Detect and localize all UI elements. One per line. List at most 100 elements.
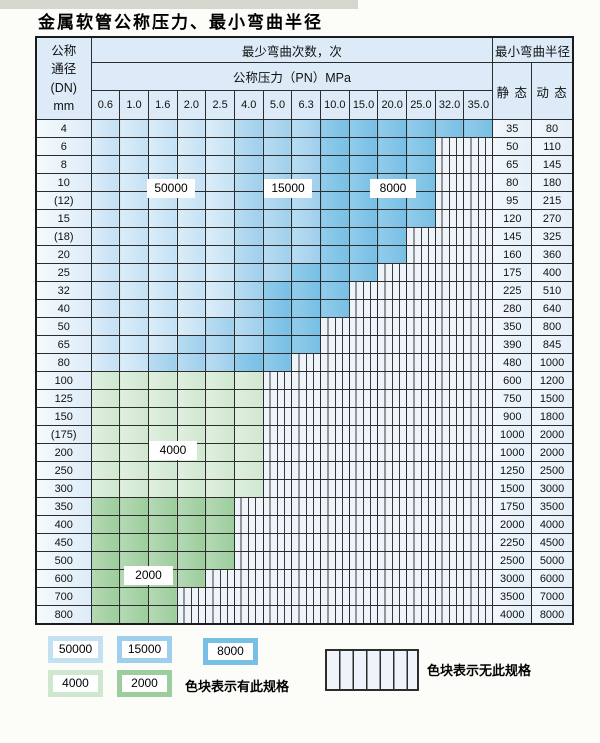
spec-cell (90, 191, 121, 210)
spec-cell (262, 335, 293, 354)
spec-cell (205, 461, 235, 480)
dynamic-cell: 800 (531, 317, 574, 336)
dn-cell: 500 (35, 551, 92, 570)
table-row: (175) 1000 2000 (35, 425, 574, 444)
spec-cell (205, 155, 235, 174)
pressure-tick: 5.0 (262, 90, 293, 120)
spec-cell (320, 137, 350, 156)
spec-cell (119, 209, 149, 228)
no-spec-cell (434, 263, 465, 282)
spec-cell (147, 371, 178, 390)
spec-cell (147, 407, 178, 426)
static-cell: 1000 (492, 443, 533, 462)
no-spec-cell (205, 587, 235, 606)
no-spec-cell (348, 569, 379, 588)
spec-cell (119, 353, 149, 372)
static-cell: 900 (492, 407, 533, 426)
no-spec-cell (463, 497, 494, 516)
table-row: 600 3000 6000 (35, 569, 574, 588)
spec-cell (262, 119, 293, 138)
no-spec-cell (463, 191, 494, 210)
spec-cell (119, 335, 149, 354)
page-title: 金属软管公称压力、最小弯曲半径 (38, 13, 323, 33)
spec-cell (176, 353, 207, 372)
no-spec-cell (434, 497, 465, 516)
no-spec-cell (320, 407, 350, 426)
spec-cell (320, 281, 350, 300)
spec-cell (90, 227, 121, 246)
dynamic-cell: 4500 (531, 533, 574, 552)
spec-cell (377, 209, 408, 228)
spec-cell (119, 479, 149, 498)
spec-cell (348, 263, 379, 282)
no-spec-cell (377, 353, 408, 372)
no-spec-cell (320, 335, 350, 354)
pressure-tick: 4.0 (233, 90, 264, 120)
spec-cell (291, 317, 321, 336)
spec-cell (233, 353, 264, 372)
no-spec-cell (262, 371, 293, 390)
spec-cell (233, 425, 264, 444)
no-spec-cell (291, 551, 321, 570)
table-row: 300 1500 3000 (35, 479, 574, 498)
no-spec-cell (377, 443, 408, 462)
legend: 50000 15000 8000 4000 2000 色块表示有此规格 色块表示… (35, 634, 572, 739)
no-spec-cell (434, 335, 465, 354)
no-spec-cell (434, 245, 465, 264)
table-row: 450 2250 4500 (35, 533, 574, 552)
spec-cell (119, 191, 149, 210)
no-spec-cell (463, 173, 494, 192)
no-spec-cell (262, 551, 293, 570)
legend-no-spec-text: 色块表示无此规格 (427, 663, 532, 678)
legend-swatch-8000: 8000 (203, 638, 258, 665)
no-spec-cell (434, 551, 465, 570)
table-row: 50 350 800 (35, 317, 574, 336)
spec-cell (291, 155, 321, 174)
table-row: 65 390 845 (35, 335, 574, 354)
table-row: 32 225 510 (35, 281, 574, 300)
dn-cell: 400 (35, 515, 92, 534)
spec-cell (119, 137, 149, 156)
spec-cell (262, 245, 293, 264)
static-cell: 390 (492, 335, 533, 354)
spec-cell (147, 299, 178, 318)
spec-cell (262, 209, 293, 228)
dynamic-cell: 180 (531, 173, 574, 192)
spec-cell (119, 497, 149, 516)
no-spec-cell (262, 497, 293, 516)
table-row: 25 175 400 (35, 263, 574, 282)
pressure-tick: 0.6 (90, 90, 121, 120)
spec-cell (406, 209, 436, 228)
spec-cell (147, 515, 178, 534)
spec-cell (291, 137, 321, 156)
spec-cell (291, 335, 321, 354)
no-spec-cell (348, 479, 379, 498)
static-cell: 225 (492, 281, 533, 300)
spec-cell (147, 461, 178, 480)
dynamic-cell: 845 (531, 335, 574, 354)
spec-cell (262, 299, 293, 318)
dynamic-cell: 510 (531, 281, 574, 300)
header-bend-cycles: 最少弯曲次数，次 (90, 36, 494, 63)
spec-cell (406, 155, 436, 174)
no-spec-cell (262, 569, 293, 588)
spec-cell (90, 353, 121, 372)
no-spec-cell (320, 533, 350, 552)
no-spec-cell (348, 407, 379, 426)
spec-cell (348, 119, 379, 138)
no-spec-cell (348, 443, 379, 462)
spec-cell (233, 281, 264, 300)
no-spec-cell (406, 407, 436, 426)
spec-cell (90, 569, 121, 588)
no-spec-cell (406, 299, 436, 318)
no-spec-cell (463, 335, 494, 354)
no-spec-cell (320, 425, 350, 444)
no-spec-cell (377, 263, 408, 282)
dynamic-cell: 4000 (531, 515, 574, 534)
no-spec-cell (176, 605, 207, 625)
no-spec-cell (434, 227, 465, 246)
dynamic-cell: 215 (531, 191, 574, 210)
spec-cell (147, 281, 178, 300)
spec-cell (320, 155, 350, 174)
no-spec-cell (463, 533, 494, 552)
